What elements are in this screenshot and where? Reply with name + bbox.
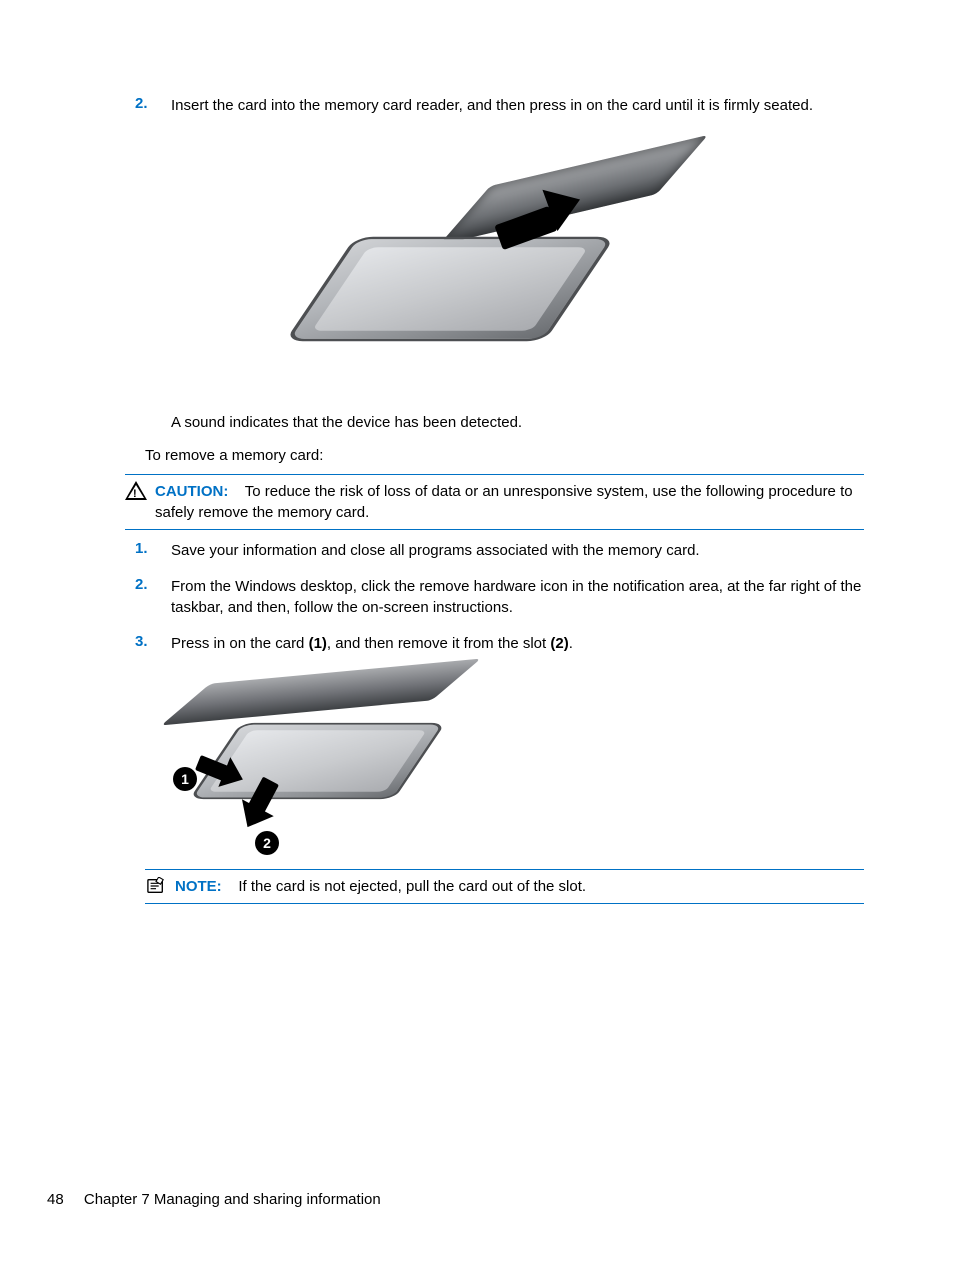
- caution-callout: ! CAUTION: To reduce the risk of loss of…: [125, 474, 864, 530]
- note-text: If the card is not ejected, pull the car…: [238, 878, 586, 895]
- page-number: 48: [47, 1191, 64, 1208]
- remove-steps: 1. Save your information and close all p…: [90, 540, 864, 655]
- illustration-remove-card: 1 2: [171, 669, 864, 859]
- callout-number-2: 2: [255, 831, 279, 855]
- remove-intro: To remove a memory card:: [145, 447, 864, 464]
- step-save-info: 1. Save your information and close all p…: [135, 540, 864, 562]
- detected-text: A sound indicates that the device has be…: [171, 414, 864, 431]
- step-click-remove-hardware: 2. From the Windows desktop, click the r…: [135, 576, 864, 620]
- step-text: Press in on the card (1), and then remov…: [171, 633, 864, 655]
- step-number: 3.: [135, 633, 171, 655]
- chapter-title: Chapter 7 Managing and sharing informati…: [84, 1191, 381, 1208]
- step-text: Insert the card into the memory card rea…: [171, 95, 864, 117]
- step-press-remove: 3. Press in on the card (1), and then re…: [135, 633, 864, 655]
- step-text: Save your information and close all prog…: [171, 540, 864, 562]
- page-footer: 48 Chapter 7 Managing and sharing inform…: [47, 1191, 381, 1208]
- note-icon: [145, 877, 167, 895]
- caution-label: CAUTION:: [155, 483, 228, 500]
- caution-text: To reduce the risk of loss of data or an…: [155, 483, 853, 521]
- illustration-insert-card: [90, 137, 864, 396]
- step-number: 1.: [135, 540, 171, 562]
- step-number: 2.: [135, 95, 171, 117]
- note-label: NOTE:: [175, 878, 222, 895]
- callout-number-1: 1: [173, 767, 197, 791]
- note-callout: NOTE: If the card is not ejected, pull t…: [145, 869, 864, 904]
- step-insert-card: 2. Insert the card into the memory card …: [135, 95, 864, 117]
- step-number: 2.: [135, 576, 171, 620]
- step-text: From the Windows desktop, click the remo…: [171, 576, 864, 620]
- caution-icon: !: [125, 481, 147, 501]
